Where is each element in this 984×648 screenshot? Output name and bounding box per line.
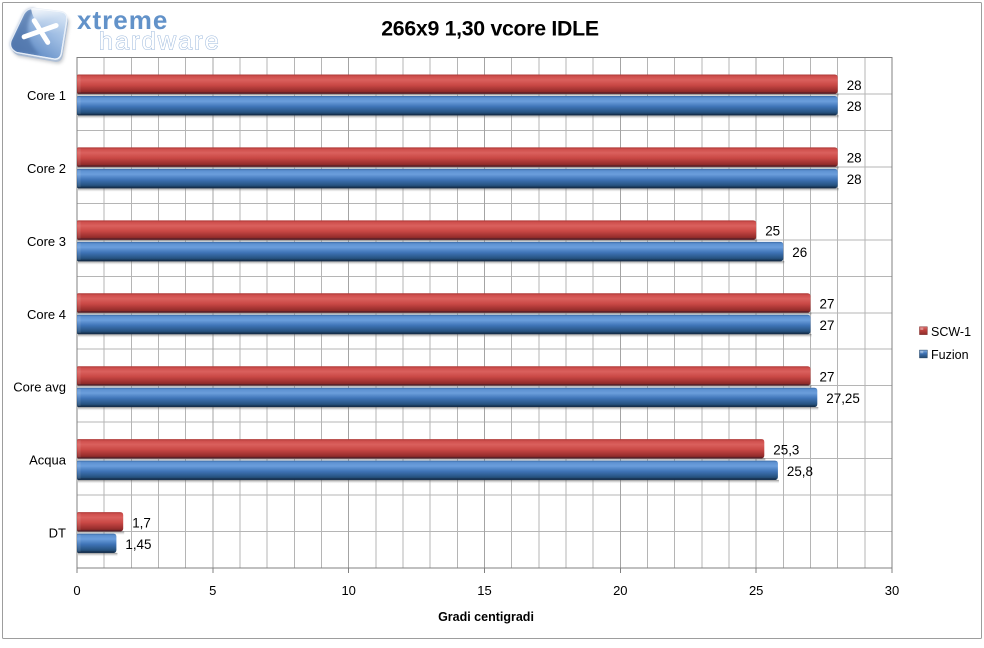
svg-text:28: 28 — [847, 99, 862, 114]
svg-text:266x9 1,30 vcore IDLE: 266x9 1,30 vcore IDLE — [381, 16, 599, 40]
svg-text:30: 30 — [885, 583, 899, 598]
svg-text:Core avg: Core avg — [13, 380, 66, 395]
svg-text:25: 25 — [749, 583, 763, 598]
svg-text:20: 20 — [613, 583, 627, 598]
svg-text:xtreme: xtreme — [77, 5, 168, 35]
svg-text:0: 0 — [73, 583, 80, 598]
svg-text:28: 28 — [847, 151, 862, 166]
svg-text:27: 27 — [820, 297, 835, 312]
svg-text:15: 15 — [477, 583, 491, 598]
svg-text:Fuzion: Fuzion — [931, 348, 969, 362]
svg-text:27: 27 — [820, 318, 835, 333]
svg-text:25,3: 25,3 — [773, 442, 799, 457]
svg-text:5: 5 — [209, 583, 216, 598]
svg-text:25: 25 — [765, 224, 780, 239]
svg-text:Core 1: Core 1 — [27, 88, 66, 103]
svg-text:10: 10 — [341, 583, 355, 598]
svg-text:Core 3: Core 3 — [27, 234, 66, 249]
svg-text:DT: DT — [49, 526, 66, 541]
svg-text:SCW-1: SCW-1 — [931, 325, 971, 339]
svg-text:28: 28 — [847, 78, 862, 93]
svg-text:26: 26 — [792, 245, 807, 260]
svg-text:27: 27 — [820, 370, 835, 385]
svg-text:27,25: 27,25 — [826, 391, 860, 406]
svg-text:Core 2: Core 2 — [27, 161, 66, 176]
svg-text:Acqua: Acqua — [29, 453, 67, 468]
svg-text:25,8: 25,8 — [787, 464, 813, 479]
svg-text:1,45: 1,45 — [125, 537, 151, 552]
svg-text:hardware: hardware — [99, 27, 221, 55]
svg-text:Gradi centigradi: Gradi centigradi — [438, 610, 534, 624]
svg-text:Core 4: Core 4 — [27, 307, 66, 322]
svg-text:1,7: 1,7 — [132, 515, 151, 530]
svg-text:28: 28 — [847, 172, 862, 187]
